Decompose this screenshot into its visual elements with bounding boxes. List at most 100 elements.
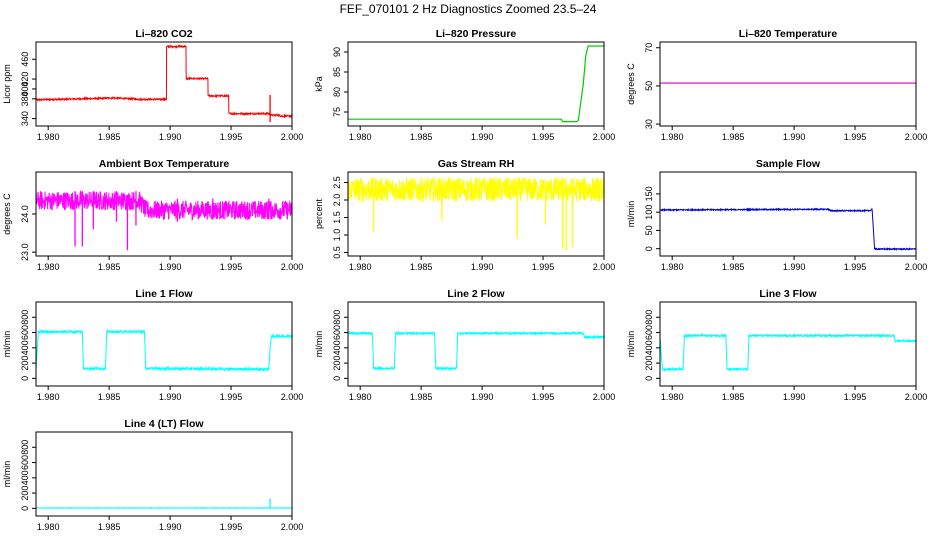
x-tick-label: 1.995 <box>532 262 555 272</box>
y-tick-label: 800 <box>644 310 654 325</box>
y-tick-label: 80 <box>332 87 342 97</box>
y-tick-label: 600 <box>20 325 30 340</box>
series-line <box>348 45 604 123</box>
plot-frame <box>659 41 917 127</box>
x-tick-label: 1.985 <box>722 262 745 272</box>
y-tick-label: 75 <box>332 107 342 117</box>
chart-title: Li–820 Temperature <box>739 28 838 40</box>
x-tick-label: 2.000 <box>905 392 928 402</box>
y-tick-label: 600 <box>644 325 654 340</box>
y-tick-label: 50 <box>644 225 654 235</box>
y-axis-label: ml/min <box>314 331 324 358</box>
x-tick-label: 1.995 <box>220 522 243 532</box>
x-tick-label: 1.995 <box>220 132 243 142</box>
x-tick-label: 2.000 <box>281 262 304 272</box>
x-tick-label: 1.995 <box>532 132 555 142</box>
plot-frame <box>35 431 293 517</box>
y-tick-label: 0.5 <box>332 246 342 259</box>
y-tick-label: 600 <box>332 325 342 340</box>
y-tick-label: 460 <box>20 52 30 67</box>
x-tick-label: 1.985 <box>410 132 433 142</box>
y-tick-label: 800 <box>20 310 30 325</box>
x-tick-label: 1.985 <box>98 392 121 402</box>
y-tick-label: 90 <box>332 47 342 57</box>
y-tick-label: 50 <box>644 81 654 91</box>
y-tick-label: 420 <box>20 72 30 87</box>
y-tick-label: 200 <box>332 356 342 371</box>
y-tick-label: 1.5 <box>332 211 342 224</box>
x-tick-label: 1.990 <box>471 132 494 142</box>
x-tick-label: 1.995 <box>844 392 867 402</box>
y-axis-label: ml/min <box>2 331 12 358</box>
y-axis-label: ml/min <box>626 331 636 358</box>
x-tick-label: 1.995 <box>220 392 243 402</box>
x-tick-label: 1.990 <box>471 392 494 402</box>
x-tick-label: 1.980 <box>37 132 60 142</box>
y-axis-label: degrees C <box>2 193 12 235</box>
series-line <box>659 207 917 252</box>
plot-frame <box>347 171 605 257</box>
series-line <box>35 44 293 119</box>
x-tick-label: 1.985 <box>98 522 121 532</box>
chart-title: Sample Flow <box>756 158 821 170</box>
x-tick-label: 1.990 <box>783 262 806 272</box>
chart-title: Line 4 (LT) Flow <box>124 418 204 430</box>
x-tick-label: 1.995 <box>220 262 243 272</box>
page-title: FEF_070101 2 Hz Diagnostics Zoomed 23.5–… <box>339 2 597 16</box>
chart-title: Gas Stream RH <box>438 158 514 170</box>
y-axis-label: percent <box>314 198 324 229</box>
chart-title: Ambient Box Temperature <box>99 158 230 170</box>
x-tick-label: 1.980 <box>661 132 684 142</box>
y-tick-label: 70 <box>644 43 654 53</box>
series-line <box>35 329 293 372</box>
x-tick-label: 1.990 <box>783 132 806 142</box>
chart-panel-9: Line 4 (LT) Flow ml/min 1.980 1.985 1.990 1.9… <box>2 418 303 532</box>
x-tick-label: 2.000 <box>593 262 616 272</box>
x-tick-label: 2.000 <box>281 132 304 142</box>
y-tick-label: 200 <box>20 356 30 371</box>
y-tick-label: 1.0 <box>332 229 342 242</box>
x-tick-label: 2.000 <box>281 392 304 402</box>
y-tick-label: 100 <box>644 205 654 220</box>
y-tick-label: 400 <box>332 340 342 355</box>
x-tick-label: 1.985 <box>722 132 745 142</box>
x-tick-label: 1.985 <box>98 262 121 272</box>
x-tick-label: 1.990 <box>159 262 182 272</box>
x-tick-label: 1.985 <box>722 392 745 402</box>
y-tick-label: 85 <box>332 67 342 77</box>
y-tick-label: 800 <box>332 310 342 325</box>
y-tick-label: 600 <box>20 455 30 470</box>
plot-frame <box>347 301 605 387</box>
chart-title: Li–820 Pressure <box>436 28 517 40</box>
y-tick-label: 0 <box>20 506 30 511</box>
x-tick-label: 1.990 <box>159 522 182 532</box>
chart-title: Li–820 CO2 <box>135 28 192 40</box>
x-tick-label: 2.000 <box>593 132 616 142</box>
y-tick-label: 400 <box>20 81 30 96</box>
x-tick-label: 1.980 <box>37 522 60 532</box>
y-tick-label: 0 <box>644 376 654 381</box>
y-axis-label: ml/min <box>2 461 12 488</box>
chart-panel-6: Line 1 Flow ml/min 1.980 1.985 1.990 1.995 2.0… <box>2 288 303 402</box>
y-tick-label: 400 <box>20 470 30 485</box>
y-tick-label: 150 <box>644 186 654 201</box>
y-tick-label: 23.0 <box>20 243 30 261</box>
y-tick-label: 2.5 <box>332 176 342 189</box>
chart-panel-0: Li–820 CO2 Licor ppm 1.980 1.985 1.990 1.995 2… <box>2 28 303 142</box>
series-line <box>347 330 605 372</box>
chart-panel-3: Ambient Box Temperature degrees C 1.980 1.9… <box>2 158 303 272</box>
series-line <box>659 332 917 372</box>
y-tick-label: 200 <box>644 356 654 371</box>
y-tick-label: 800 <box>20 440 30 455</box>
chart-title: Line 1 Flow <box>135 288 193 300</box>
x-tick-label: 1.980 <box>37 262 60 272</box>
x-tick-label: 1.995 <box>532 392 555 402</box>
plot-frame <box>347 41 605 127</box>
chart-title: Line 2 Flow <box>447 288 505 300</box>
plot-frame <box>35 41 293 127</box>
x-tick-label: 2.000 <box>593 392 616 402</box>
y-tick-label: 380 <box>20 91 30 106</box>
x-tick-label: 2.000 <box>905 262 928 272</box>
plot-frame <box>35 301 293 387</box>
x-tick-label: 1.980 <box>349 262 372 272</box>
